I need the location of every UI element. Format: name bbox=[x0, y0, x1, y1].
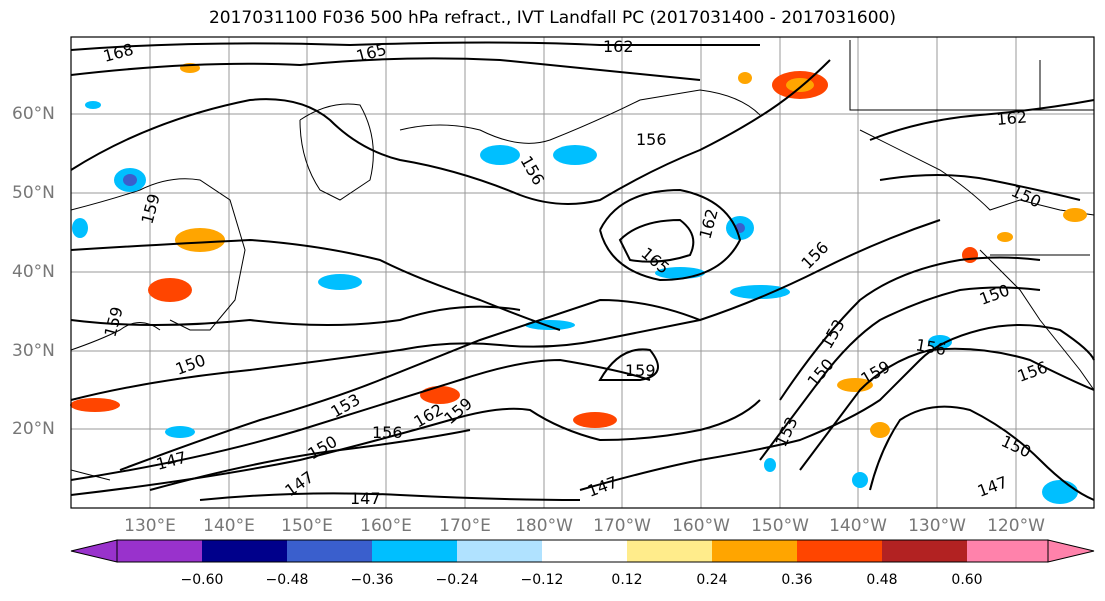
colorbar-bin bbox=[117, 540, 202, 562]
lat-label: 40°N bbox=[12, 262, 55, 282]
lon-label: 170°E bbox=[439, 516, 491, 536]
colorbar-bin bbox=[627, 540, 712, 562]
lat-label: 60°N bbox=[12, 104, 55, 124]
contour-label: 162 bbox=[603, 37, 634, 56]
lon-label: 160°W bbox=[672, 516, 730, 536]
colorbar-tick: −0.48 bbox=[265, 572, 309, 588]
contours bbox=[70, 41, 1095, 501]
colorbar-tick: 0.48 bbox=[866, 572, 898, 588]
lon-label: 120°W bbox=[987, 516, 1045, 536]
colorbar-bin bbox=[542, 540, 627, 562]
lon-label: 180°W bbox=[515, 516, 573, 536]
lat-label: 50°N bbox=[12, 183, 55, 203]
colorbar-tick: 0.12 bbox=[611, 572, 643, 588]
lon-label: 140°W bbox=[829, 516, 887, 536]
map-title: 2017031100 F036 500 hPa refract., IVT La… bbox=[208, 8, 896, 28]
colorbar-tick: −0.24 bbox=[435, 572, 479, 588]
lat-label: 20°N bbox=[12, 419, 55, 439]
coastlines bbox=[70, 40, 1095, 481]
colorbar-bin bbox=[712, 540, 797, 562]
contour-label: 147 bbox=[350, 489, 381, 508]
lat-label: 30°N bbox=[12, 341, 55, 361]
colorbar-bin bbox=[287, 540, 372, 562]
colorbar-bin bbox=[882, 540, 967, 562]
map-frame bbox=[70, 36, 1095, 509]
lon-label: 170°W bbox=[593, 516, 651, 536]
contour-label: 159 bbox=[625, 361, 656, 380]
colorbar bbox=[70, 539, 1095, 563]
colorbar-bin bbox=[967, 540, 1048, 562]
lon-label: 140°E bbox=[203, 516, 255, 536]
shaded-patches bbox=[70, 63, 1087, 504]
colorbar-extend-high bbox=[1047, 539, 1095, 563]
colorbar-tick: −0.60 bbox=[180, 572, 224, 588]
lon-label: 150°E bbox=[281, 516, 333, 536]
contour-label: 156 bbox=[636, 130, 667, 149]
colorbar-tick: 0.24 bbox=[696, 572, 728, 588]
lon-label: 160°E bbox=[360, 516, 412, 536]
lon-label: 130°W bbox=[908, 516, 966, 536]
colorbar-bin bbox=[372, 540, 457, 562]
colorbar-tick: −0.36 bbox=[350, 572, 394, 588]
colorbar-bin bbox=[457, 540, 542, 562]
colorbar-extend-low bbox=[70, 539, 118, 563]
lon-label: 130°E bbox=[124, 516, 176, 536]
contour-label: 162 bbox=[996, 107, 1028, 129]
lon-label: 150°W bbox=[751, 516, 809, 536]
colorbar-bin bbox=[797, 540, 882, 562]
colorbar-tick: 0.60 bbox=[951, 572, 983, 588]
contour-label: 156 bbox=[372, 423, 403, 442]
colorbar-bin bbox=[202, 540, 287, 562]
colorbar-tick: −0.12 bbox=[520, 572, 564, 588]
colorbar-tick: 0.36 bbox=[781, 572, 813, 588]
